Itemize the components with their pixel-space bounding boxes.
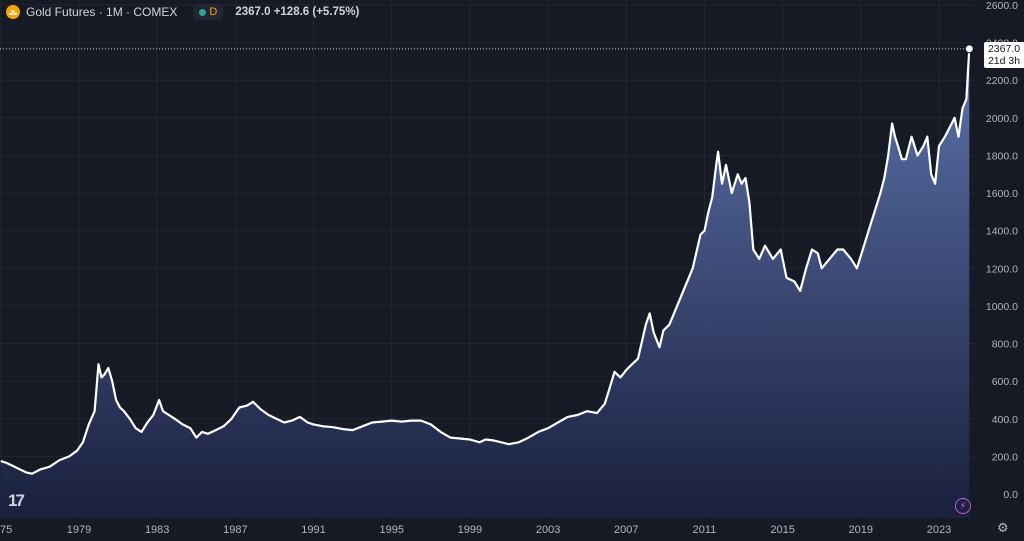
y-axis[interactable]: 2600.02400.02200.02000.01800.01600.01400…	[986, 0, 1018, 501]
bar-countdown: 21d 3h	[987, 55, 1021, 67]
y-tick-label: 2000.0	[986, 113, 1018, 125]
x-tick-label: 1991	[301, 524, 325, 536]
y-tick-label: 1200.0	[986, 263, 1018, 275]
y-tick-label: 400.0	[992, 414, 1018, 426]
x-tick-label: 1987	[223, 524, 247, 536]
chart-legend[interactable]: Gold Futures · 1M · COMEX D 2367.0 +128.…	[6, 4, 359, 20]
x-tick-label: 2011	[693, 524, 717, 536]
x-tick-label: 2023	[927, 524, 951, 536]
symbol-title[interactable]: Gold Futures · 1M · COMEX	[26, 5, 178, 19]
x-tick-label: 75	[0, 524, 12, 536]
y-tick-label: 1600.0	[986, 188, 1018, 200]
last-price-marker	[964, 44, 974, 54]
x-tick-label: 1995	[379, 524, 403, 536]
ohlc-values: 2367.0 +128.6 (+5.75%)	[235, 6, 360, 18]
gear-icon[interactable]: ⚙	[997, 520, 1009, 535]
x-tick-label: 1983	[145, 524, 169, 536]
x-tick-label: 2003	[536, 524, 560, 536]
price-area-fill	[0, 48, 970, 519]
y-tick-label: 1000.0	[986, 301, 1018, 313]
price-line	[0, 48, 971, 475]
y-tick-label: 1800.0	[986, 150, 1018, 162]
market-open-dot-icon	[199, 8, 207, 16]
x-axis[interactable]: 75 1979 1983 1987 1991 1995 1999 2003 2007 2011 20…	[0, 524, 951, 536]
y-tick-label: 2200.0	[986, 75, 1018, 87]
y-tick-label: 200.0	[992, 451, 1018, 463]
y-tick-label: 600.0	[992, 376, 1018, 388]
x-tick-label: 2019	[849, 524, 873, 536]
y-tick-label: 2600.0	[986, 0, 1018, 12]
tradingview-logo[interactable]: 17	[8, 491, 25, 510]
last-price-value: 2367.0	[987, 43, 1021, 55]
y-tick-label: 1400.0	[986, 226, 1018, 238]
lightning-icon[interactable]: ⚡	[955, 498, 971, 514]
y-tick-label: 800.0	[992, 339, 1018, 351]
gold-bars-icon	[6, 5, 20, 19]
y-tick-label: 0.0	[1003, 489, 1018, 501]
data-status-letter: D	[209, 6, 218, 18]
x-tick-label: 2015	[770, 524, 794, 536]
x-tick-label: 1999	[458, 524, 482, 536]
x-tick-label: 1979	[67, 524, 91, 536]
last-price-label: 2367.0 21d 3h	[984, 42, 1024, 68]
x-tick-label: 2007	[614, 524, 638, 536]
market-status[interactable]: D	[193, 4, 224, 20]
